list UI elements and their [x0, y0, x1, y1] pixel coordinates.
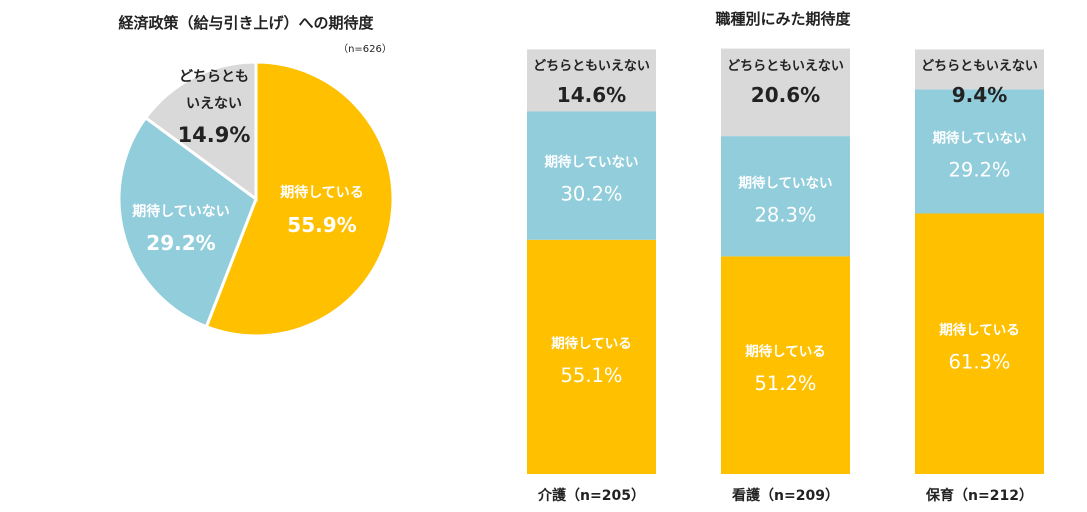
pie-slice-value: 14.9%: [178, 123, 251, 147]
bar-segment-value: 29.2%: [949, 158, 1011, 181]
bar-segment-value: 20.6%: [751, 83, 820, 107]
bar-segment-label: 期待していない: [932, 129, 1026, 146]
category-label: 看護（n=209）: [731, 487, 839, 504]
bar-segment: [527, 239, 656, 474]
pie-slice: [117, 115, 258, 329]
pie-slice-label: 期待している: [280, 184, 364, 201]
bar-segment: [915, 89, 1044, 214]
bar-segment-label: どちらともいえない: [727, 59, 844, 74]
bar-segment-label: 期待していない: [544, 154, 638, 171]
pie-slice-label: 期待していない: [132, 203, 230, 220]
bar-segment-label: 期待していない: [738, 174, 832, 191]
pie-chart: 経済政策（給与引き上げ）への期待度 （n=626） 期待している 55.9% 期待し…: [117, 14, 395, 338]
bar-segment-value: 28.3%: [755, 203, 817, 226]
category-label: 保育（n=212）: [925, 487, 1033, 504]
bar-segment: [915, 49, 1044, 90]
pie-slice: [204, 60, 395, 338]
pie-slice-value: 55.9%: [287, 213, 356, 237]
bar-segment-label: 期待している: [745, 343, 826, 360]
bar-segment: [527, 49, 656, 112]
bar-segment-value: 55.1%: [561, 364, 623, 387]
bar-segment-label: 期待している: [551, 335, 632, 352]
pie-slice-value: 29.2%: [146, 231, 215, 255]
pie-sample-size-note: （n=626）: [338, 43, 392, 55]
bar-segment-value: 30.2%: [561, 183, 623, 206]
bar-segment: [527, 111, 656, 240]
bar-segment-label: どちらともいえない: [921, 59, 1038, 74]
bar-chart-title: 職種別にみた期待度: [715, 10, 851, 28]
pie-slice: [143, 60, 258, 202]
pie-chart-title: 経済政策（給与引き上げ）への期待度: [118, 14, 374, 32]
bar-segment-label: どちらともいえない: [533, 59, 650, 74]
bar-segment-value: 9.4%: [952, 83, 1007, 107]
bar-segment-value: 51.2%: [755, 372, 817, 395]
bar-segment: [721, 48, 850, 137]
stacked-bar-chart: 職種別にみた期待度 期待している 55.1% 期待していない 30.2% どちらともいえ…: [527, 10, 1044, 504]
pie-slice-label: どちらとも: [179, 69, 249, 85]
bar-segment: [721, 136, 850, 257]
bar-segment-label: 期待している: [939, 322, 1020, 339]
pie-slice-label: いえない: [186, 96, 242, 112]
category-label: 介護（n=205）: [537, 487, 645, 504]
bar-segment-value: 61.3%: [949, 351, 1011, 374]
bar-segment: [915, 213, 1044, 475]
bar-segment: [721, 256, 850, 474]
bar-segment-value: 14.6%: [557, 83, 626, 107]
